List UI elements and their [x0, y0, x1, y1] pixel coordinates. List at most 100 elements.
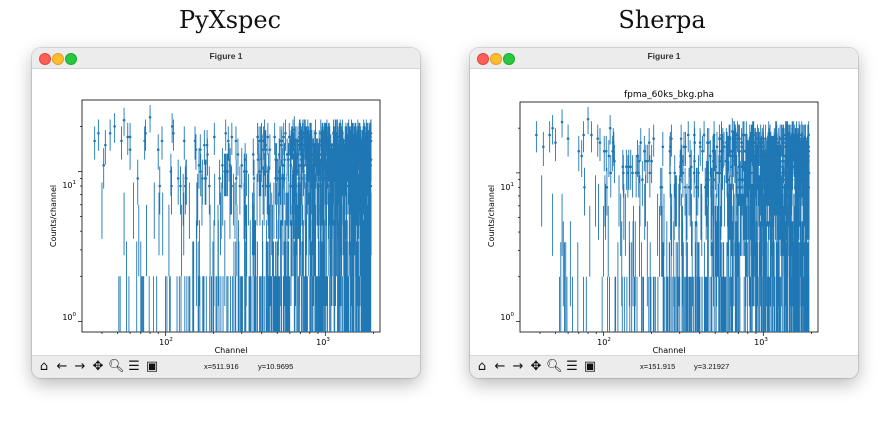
data-point	[686, 133, 690, 137]
data-point	[732, 154, 735, 158]
data-point	[194, 148, 198, 151]
data-point	[297, 139, 301, 143]
data-point	[228, 164, 232, 167]
data-point	[740, 165, 744, 169]
window-titlebar[interactable]: Figure 1	[470, 48, 858, 69]
data-point	[803, 159, 807, 163]
data-point	[745, 171, 749, 175]
data-point	[309, 135, 313, 139]
data-point	[287, 135, 291, 139]
data-point	[295, 139, 299, 143]
data-point	[172, 131, 175, 135]
close-window-button[interactable]	[477, 53, 489, 65]
data-point	[721, 149, 725, 153]
data-point	[365, 153, 369, 156]
data-point	[754, 178, 758, 181]
save-icon[interactable]: ▣	[145, 359, 159, 374]
data-point	[737, 137, 740, 140]
data-point	[535, 133, 538, 137]
data-point	[753, 186, 756, 189]
data-point	[238, 184, 242, 188]
caption-pyxspec: PyXspec	[178, 6, 282, 34]
data-point	[310, 184, 314, 188]
data-point	[693, 141, 696, 144]
plot-canvas[interactable]: fpma_60ks_bkg.pha 101 100 102 103 Channe…	[470, 68, 858, 356]
data-point	[221, 164, 224, 167]
data-point	[260, 158, 263, 161]
data-point	[697, 171, 700, 175]
forward-arrow-icon[interactable]: →	[74, 359, 86, 374]
home-icon[interactable]: ⌂	[39, 359, 49, 374]
data-point	[332, 131, 335, 135]
zoom-window-button[interactable]	[65, 53, 77, 65]
data-point	[804, 171, 808, 175]
data-point	[605, 186, 609, 189]
pan-icon[interactable]: ✥	[530, 359, 542, 374]
data-point	[296, 153, 300, 156]
data-point	[683, 186, 687, 189]
data-point	[760, 149, 763, 153]
configure-subplots-icon[interactable]: ☰	[128, 359, 140, 374]
data-point	[778, 149, 782, 153]
window-titlebar[interactable]: Figure 1	[32, 48, 420, 69]
data-point	[218, 177, 221, 180]
data-point	[348, 158, 352, 161]
data-point	[313, 184, 316, 188]
data-point	[325, 153, 329, 156]
data-point	[718, 159, 721, 163]
data-series	[93, 104, 373, 332]
data-point	[580, 154, 583, 158]
pan-icon[interactable]: ✥	[92, 359, 104, 374]
plot-canvas[interactable]: 101 100 102 103 Channel Counts/channel	[32, 68, 420, 356]
data-point	[705, 171, 709, 175]
data-point	[104, 143, 107, 147]
data-point	[740, 186, 744, 189]
data-point	[766, 154, 769, 158]
data-point	[786, 171, 790, 175]
data-point	[734, 137, 737, 140]
data-point	[554, 141, 557, 144]
forward-arrow-icon[interactable]: →	[512, 359, 524, 374]
data-point	[720, 159, 724, 163]
configure-subplots-icon[interactable]: ☰	[566, 359, 578, 374]
data-point	[275, 158, 278, 161]
close-window-button[interactable]	[39, 53, 51, 65]
data-point	[344, 184, 348, 188]
plot-title: fpma_60ks_bkg.pha	[624, 90, 714, 100]
data-point	[626, 171, 630, 175]
data-point	[282, 135, 285, 139]
minimize-window-button[interactable]	[490, 53, 502, 65]
data-point	[283, 177, 286, 180]
back-arrow-icon[interactable]: ←	[56, 359, 68, 374]
data-point	[182, 139, 186, 143]
cursor-y-readout: y=3.21927	[694, 362, 730, 371]
data-point	[362, 131, 365, 135]
zoom-window-button[interactable]	[503, 53, 515, 65]
zoom-icon[interactable]: 🔍︎	[108, 359, 125, 374]
data-point	[755, 145, 758, 149]
data-point	[289, 148, 293, 151]
caption-sherpa: Sherpa	[618, 6, 706, 34]
save-icon[interactable]: ▣	[583, 359, 597, 374]
data-point	[795, 171, 799, 175]
zoom-icon[interactable]: 🔍︎	[546, 359, 563, 374]
data-point	[745, 149, 749, 153]
home-icon[interactable]: ⌂	[477, 359, 487, 374]
data-point	[226, 139, 230, 143]
data-point	[731, 130, 734, 133]
data-point	[608, 126, 612, 130]
data-point	[328, 184, 332, 188]
data-point	[668, 171, 672, 175]
data-point	[369, 139, 373, 143]
data-point	[319, 177, 322, 180]
back-arrow-icon[interactable]: ←	[494, 359, 506, 374]
data-point	[782, 145, 785, 149]
data-point	[622, 171, 625, 175]
data-point	[347, 131, 351, 135]
minimize-window-button[interactable]	[52, 53, 64, 65]
ytick-label-10-0: 100	[62, 312, 76, 322]
data-point	[263, 153, 267, 156]
data-point	[806, 137, 810, 140]
data-point	[794, 149, 797, 153]
data-point	[765, 186, 769, 189]
